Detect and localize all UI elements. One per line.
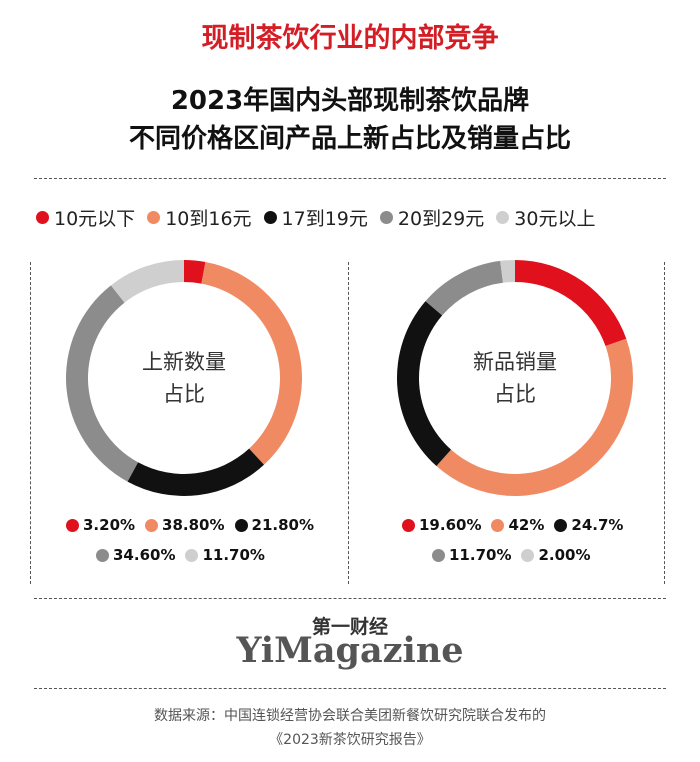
legend-label: 17到19元 [281,208,368,230]
legend-item: 30元以上 [496,204,595,231]
main-title-line1: 2023年国内头部现制茶饮品牌 [170,86,530,116]
donut-slice-4 [425,260,503,316]
brand-chinese: 第一财经 [311,616,388,638]
donut-center-label: 新品销量 占比 [455,346,575,410]
source-line2: 《2023新茶饮研究报告》 [269,732,431,748]
donut-chart-new-products [65,260,302,496]
data-label-dot [554,518,568,532]
donut-slice-4 [65,285,139,482]
data-label-dot [402,518,415,532]
center-label-line1: 新品销量 [473,350,557,374]
data-label-dot [234,518,248,532]
value-labels-left: 3.20% 38.80% 21.80% 34.60% 11.70% [66,510,324,570]
data-label-dot [66,518,79,532]
data-label-dot [185,548,199,562]
data-label-dot [491,518,505,532]
legend-label: 30元以上 [514,208,596,230]
data-label: 42% [491,516,544,534]
donut-slice-2 [201,261,302,465]
donut-chart-new-product-sales [397,260,633,496]
legend: 10元以下 10到16元 17到19元 20到29元 30元以上 [36,204,676,231]
divider-top [34,178,666,179]
divider-left [30,262,31,584]
main-title: 2023年国内头部现制茶饮品牌 不同价格区间产品上新占比及销量占比 [0,82,700,158]
brand-english-logo: YiMagazine [236,630,464,671]
data-label-text: 2.00% [538,546,591,564]
center-label-line2: 占比 [163,382,205,406]
data-label-dot [521,548,535,562]
data-label: 2.00% [521,546,591,564]
data-label: 21.80% [234,516,315,534]
data-label-text: 38.80% [162,516,225,534]
data-label-text: 19.60% [419,516,482,534]
divider-bottom-2 [34,688,666,689]
main-title-line2: 不同价格区间产品上新占比及销量占比 [128,124,571,154]
legend-swatch [379,211,393,224]
legend-swatch [147,211,161,224]
donut-slice-3 [397,301,452,467]
legend-swatch [36,211,49,224]
legend-item: 10到16元 [147,204,252,231]
data-label-dot [432,548,445,562]
data-label: 34.60% [96,546,175,564]
data-source: 数据来源：中国连锁经营协会联合美团新餐饮研究院联合发布的 《2023新茶饮研究报… [0,704,700,752]
data-label: 11.70% [432,546,511,564]
center-label-line2: 占比 [494,382,536,406]
data-label-text: 11.70% [449,546,512,564]
legend-item: 20到29元 [379,204,485,231]
data-label-text: 21.80% [251,516,315,534]
source-line1: 数据来源：中国连锁经营协会联合美团新餐饮研究院联合发布的 [154,708,546,724]
donut-center-label: 上新数量 占比 [124,346,244,410]
legend-label: 10元以下 [54,208,136,230]
donut-slice-2 [436,338,633,496]
legend-swatch [496,211,510,224]
data-label-text: 42% [508,516,545,534]
divider-right [664,262,665,584]
data-label-dot [145,518,159,532]
legend-item: 10元以下 [36,204,135,231]
data-label-text: 11.70% [202,546,265,564]
data-label-text: 24.7% [571,516,624,534]
divider-middle [348,262,349,584]
legend-item: 17到19元 [263,204,368,231]
data-label: 38.80% [145,516,225,534]
center-label-line1: 上新数量 [142,350,226,374]
data-label: 19.60% [402,516,481,534]
divider-bottom-1 [34,598,666,599]
donut-slice-3 [127,448,264,496]
donut-slice-1 [184,260,206,284]
legend-swatch [263,211,277,224]
header-title: 现制茶饮行业的内部竞争 [201,23,499,54]
donut-slice-1 [515,260,627,347]
data-label: 3.20% [66,516,135,534]
legend-label: 10到16元 [165,208,252,230]
data-label: 24.7% [554,516,623,534]
legend-label: 20到29元 [397,208,485,230]
data-label: 11.70% [185,546,265,564]
data-label-text: 34.60% [113,546,176,564]
donut-slice-5 [500,260,515,283]
data-label-dot [96,548,109,562]
donut-slice-5 [110,260,184,303]
data-label-text: 3.20% [83,516,136,534]
value-labels-right: 19.60% 42% 24.7% 11.70% 2.00% [402,510,633,570]
